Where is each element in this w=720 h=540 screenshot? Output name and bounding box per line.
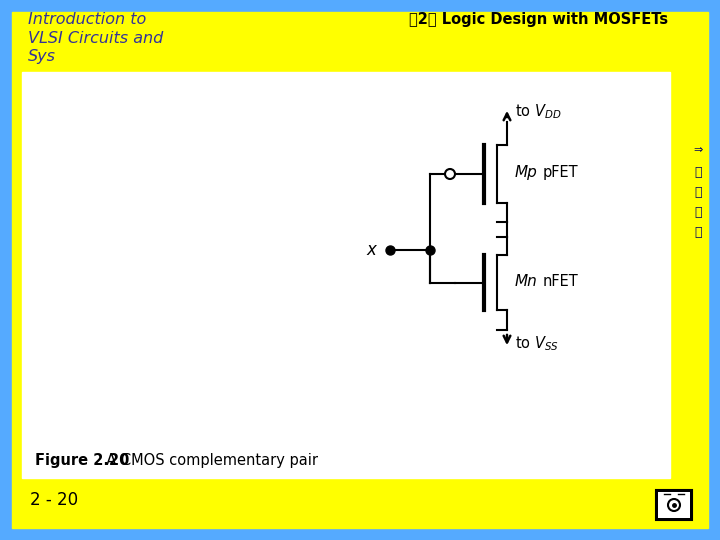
Text: 機: 機: [694, 186, 702, 199]
Text: 讀: 讀: [694, 226, 702, 239]
Text: to $V_{DD}$: to $V_{DD}$: [515, 103, 562, 122]
Text: pFET: pFET: [543, 165, 579, 180]
Text: $x$: $x$: [366, 241, 378, 259]
Text: Mn: Mn: [515, 274, 538, 289]
Text: Introduction to
VLSI Circuits and
Sys: Introduction to VLSI Circuits and Sys: [28, 12, 163, 64]
Text: nFET: nFET: [543, 274, 579, 289]
Text: Figure 2.20: Figure 2.20: [35, 453, 130, 468]
FancyBboxPatch shape: [656, 490, 692, 520]
Text: 化: 化: [694, 165, 702, 179]
Text: to $V_{SS}$: to $V_{SS}$: [515, 335, 559, 353]
Text: 第2章 Logic Design with MOSFETs: 第2章 Logic Design with MOSFETs: [409, 12, 668, 27]
Text: 2 - 20: 2 - 20: [30, 491, 78, 509]
Bar: [22, 72, 670, 478]
Text: A CMOS complementary pair: A CMOS complementary pair: [97, 453, 318, 468]
Text: Mp: Mp: [515, 165, 538, 180]
Text: ⇒: ⇒: [693, 145, 703, 155]
FancyBboxPatch shape: [658, 492, 690, 518]
Text: 國: 國: [694, 206, 702, 219]
